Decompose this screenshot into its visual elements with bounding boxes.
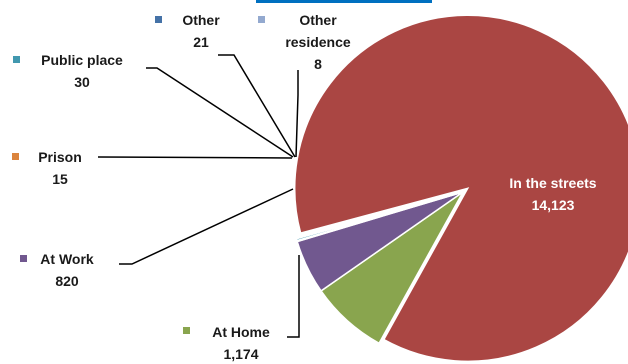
data-labels: In the streets 14,123 At Home 1,174 At Work 8… — [12, 12, 597, 362]
legend-marker-prison — [12, 153, 19, 160]
data-label-value-prison: 15 — [52, 171, 68, 187]
leader-line-at-work — [119, 188, 294, 265]
legend-marker-at-home — [183, 327, 190, 334]
legend-marker-other-residence — [258, 16, 265, 23]
data-label-value-at-work: 820 — [55, 273, 79, 289]
leader-line-at-home — [287, 255, 300, 338]
leader-lines — [97, 54, 300, 338]
legend-marker-public-place — [13, 56, 20, 63]
data-label-category-at-home: At Home — [212, 324, 270, 340]
data-label-category-in-the-streets: In the streets — [509, 175, 596, 191]
leader-line-prison — [97, 156, 293, 159]
data-label-category-public-place: Public place — [41, 52, 123, 68]
data-label-value-public-place: 30 — [74, 74, 90, 90]
data-label-category-other-residence-line1: Other — [299, 12, 337, 28]
leader-line-public-place — [146, 67, 294, 158]
data-label-category-prison: Prison — [38, 149, 82, 165]
data-label-value-in-the-streets: 14,123 — [532, 197, 575, 213]
data-label-value-other: 21 — [193, 34, 209, 50]
leader-line-other-residence — [295, 70, 299, 158]
header-accent-bar — [256, 0, 432, 3]
data-label-value-at-home: 1,174 — [223, 346, 258, 362]
pie-slices — [293, 14, 628, 363]
legend-marker-at-work — [20, 255, 27, 262]
data-label-category-other: Other — [182, 12, 220, 28]
data-label-value-other-residence: 8 — [314, 56, 322, 72]
pie-slice-in-the-streets — [293, 14, 628, 363]
pie-slice-other-residence — [294, 191, 464, 239]
legend-marker-other — [155, 16, 162, 23]
leader-line-other — [218, 54, 296, 158]
data-label-category-at-work: At Work — [40, 251, 94, 267]
data-label-category-other-residence-line2: residence — [285, 34, 351, 50]
